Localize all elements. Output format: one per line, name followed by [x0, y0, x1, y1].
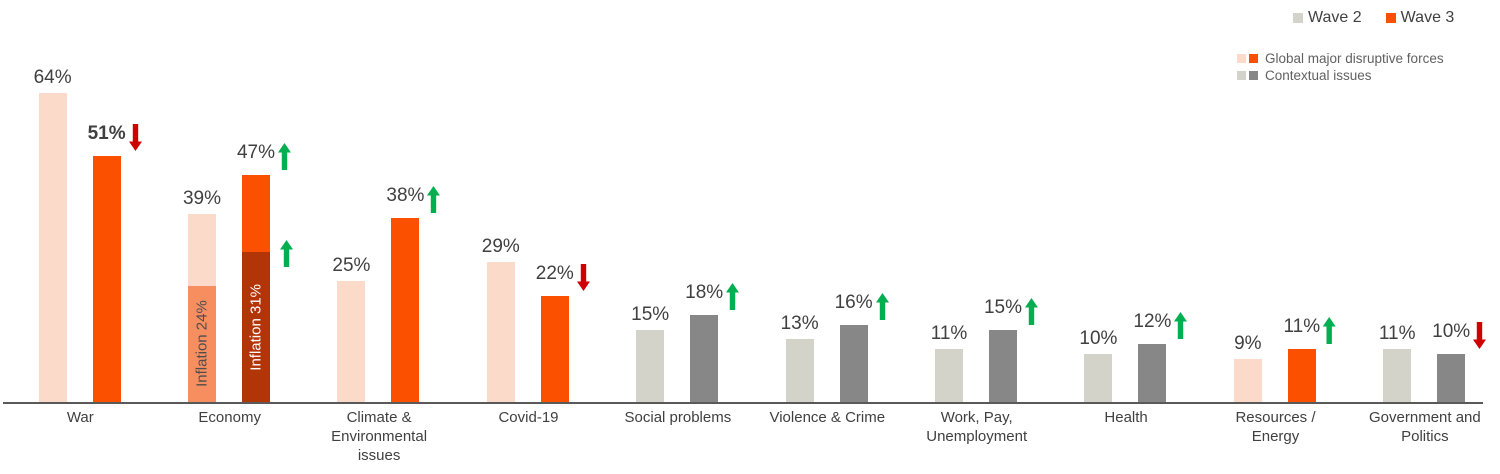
disruptive-wave2-swatch-icon	[1237, 54, 1246, 63]
value-label-wave3: 10%	[1416, 321, 1487, 349]
category-label: Violence & Crime	[769, 409, 886, 426]
value-label-wave2: 29%	[481, 235, 520, 257]
category-label: Health	[1104, 409, 1148, 426]
inflation-segment-wave2: Inflation 24%	[188, 286, 216, 402]
contextual-wave3-swatch-icon	[1249, 71, 1258, 80]
category-group-economy: Inflation 24% Inflation 31% 39% 47% Economy	[155, 0, 304, 474]
trend-up-icon	[280, 240, 293, 268]
category-label: Economy	[198, 409, 261, 426]
wave2-legend-label: Wave 2	[1308, 9, 1362, 26]
category-label: Work, Pay, Unemployment	[926, 409, 1028, 445]
value-label-wave2: 25%	[332, 255, 371, 277]
inflation-label-wave3: Inflation 31%	[247, 283, 265, 371]
value-label-wave2: 11%	[1378, 322, 1416, 344]
category-group-resources: 9% 11% Resources / Energy	[1201, 0, 1350, 474]
x-axis-line	[3, 402, 1483, 404]
category-label: War	[66, 409, 94, 426]
value-label-wave3: 11%	[1267, 316, 1337, 344]
category-group-government-and: 11% 10% Government and Politics	[1350, 0, 1499, 474]
value-label-wave3: 12%	[1117, 311, 1188, 340]
disruptive-wave3-swatch-icon	[1249, 54, 1258, 63]
category-group-war: 64% 51% War	[6, 0, 155, 474]
legend-item-wave2: Wave 2	[1293, 9, 1362, 27]
disruptive-legend-label: Global major disruptive forces	[1265, 51, 1444, 66]
trend-down-icon	[1473, 321, 1487, 349]
trend-up-icon	[875, 292, 889, 320]
value-label-wave2: 9%	[1234, 332, 1262, 354]
inflation-segment-wave3: Inflation 31%	[242, 252, 270, 402]
bar-wave3	[690, 315, 719, 402]
trend-up-icon	[1174, 312, 1188, 340]
bar-wave2	[785, 339, 814, 402]
value-label-wave3: 16%	[819, 292, 889, 320]
bar-wave2	[38, 92, 67, 402]
category-group-work-pay: 11% 15% Work, Pay, Unemployment	[902, 0, 1051, 474]
bar-wave3	[391, 218, 420, 402]
inflation-trend-arrow	[280, 239, 293, 268]
value-label-wave2: 64%	[33, 66, 72, 88]
trend-up-icon	[427, 186, 441, 214]
trend-up-icon	[1025, 297, 1039, 325]
value-label-wave2: 15%	[631, 303, 670, 325]
trend-up-icon	[1323, 316, 1337, 344]
legend-row-disruptive: Global major disruptive forces	[1237, 50, 1444, 67]
contextual-wave2-swatch-icon	[1237, 71, 1246, 80]
legend-groups: Global major disruptive forces Contextua…	[1237, 50, 1444, 84]
category-group-social-problems: 15% 18% Social problems	[603, 0, 752, 474]
value-label-wave3: 22%	[520, 263, 590, 291]
value-label-wave3: 15%	[968, 297, 1039, 325]
bar-wave2	[1084, 353, 1113, 402]
legend-waves: Wave 2 Wave 3	[1293, 9, 1454, 27]
bar-wave2	[935, 348, 963, 402]
category-label: Government and Politics	[1369, 409, 1481, 445]
trend-down-icon	[128, 123, 142, 151]
category-label: Social problems	[624, 409, 732, 426]
bar-wave2	[486, 261, 515, 402]
bar-wave3	[1138, 344, 1167, 402]
wave3-legend-label: Wave 3	[1400, 9, 1455, 26]
trend-up-icon	[726, 283, 740, 311]
value-label-wave2: 39%	[182, 187, 222, 209]
bar-wave2	[337, 281, 366, 402]
bar-wave3	[92, 155, 121, 402]
bar-wave3	[1437, 353, 1466, 402]
bar-wave2	[1383, 348, 1412, 402]
legend-item-wave3: Wave 3	[1385, 9, 1455, 27]
category-label: Climate & Environmental issues	[331, 409, 428, 464]
bar-wave3	[989, 329, 1017, 402]
category-group-health: 10% 12% Health	[1051, 0, 1200, 474]
bar-wave3: Inflation 31%	[242, 175, 270, 402]
contextual-legend-label: Contextual issues	[1265, 68, 1372, 83]
wave3-swatch-icon	[1385, 13, 1396, 23]
value-label-wave3: 38%	[370, 185, 441, 214]
value-label-wave3: 18%	[669, 282, 740, 311]
wave2-swatch-icon	[1293, 13, 1303, 23]
category-group-covid-19: 29% 22% Covid-19	[454, 0, 603, 474]
bar-wave2	[1233, 358, 1262, 402]
category-label: Resources / Energy	[1235, 409, 1316, 445]
value-label-wave2: 11%	[930, 322, 968, 344]
bar-wave3	[839, 324, 868, 402]
value-label-wave2: 13%	[780, 313, 819, 335]
bar-wave2: Inflation 24%	[188, 213, 216, 402]
bar-wave2	[636, 329, 665, 402]
category-group-climate: 25% 38% Climate & Environmental issues	[304, 0, 453, 474]
category-label: Covid-19	[498, 409, 559, 426]
legend-row-contextual: Contextual issues	[1237, 67, 1444, 84]
bar-wave3	[540, 295, 569, 402]
value-label-wave2: 10%	[1079, 327, 1118, 349]
value-label-wave3: 51%	[72, 123, 142, 151]
category-group-violence-crime: 13% 16% Violence & Crime	[753, 0, 902, 474]
trend-up-icon	[278, 143, 292, 170]
trend-down-icon	[576, 263, 590, 291]
value-label-wave3: 47%	[221, 142, 292, 170]
bar-wave3	[1287, 348, 1316, 402]
inflation-label-wave2: Inflation 24%	[193, 300, 211, 388]
